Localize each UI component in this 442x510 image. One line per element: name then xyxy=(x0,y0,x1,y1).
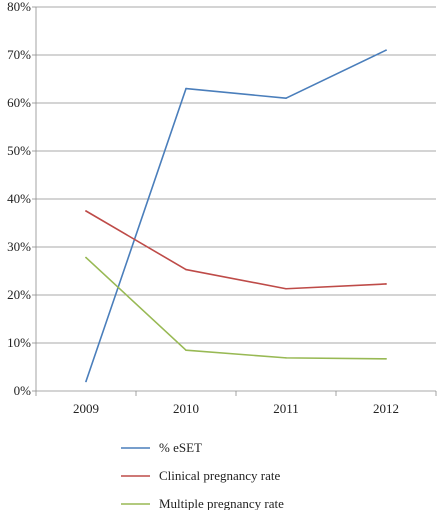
data-point xyxy=(185,87,187,90)
x-tick-label: 2010 xyxy=(173,401,199,416)
data-point xyxy=(85,256,87,259)
series-line-2 xyxy=(85,210,387,290)
series-lines xyxy=(85,49,387,383)
y-tick-label: 20% xyxy=(7,287,31,302)
y-tick-label: 40% xyxy=(7,191,31,206)
x-tick-label: 2011 xyxy=(273,401,299,416)
data-point xyxy=(285,97,287,99)
y-tick-label: 80% xyxy=(7,0,31,14)
series-line-1 xyxy=(85,49,387,383)
x-tick-label: 2009 xyxy=(73,401,99,416)
data-point xyxy=(285,357,287,359)
data-point xyxy=(385,49,387,51)
legend-label: % eSET xyxy=(159,440,202,455)
data-point xyxy=(85,210,87,212)
data-point xyxy=(185,349,187,352)
data-point xyxy=(385,283,387,285)
legend-label: Multiple pregnancy rate xyxy=(159,496,284,510)
axes xyxy=(32,6,437,396)
data-point xyxy=(385,358,387,360)
gridlines xyxy=(36,6,436,344)
data-point xyxy=(185,268,187,271)
data-point xyxy=(85,380,87,383)
y-axis-tick-labels: 0% 10% 20% 30% 40% 50% 60% 70% 80% xyxy=(7,0,31,398)
series-line-3 xyxy=(85,256,387,360)
legend-label: Clinical pregnancy rate xyxy=(159,468,281,483)
data-point xyxy=(285,287,287,290)
y-tick-label: 60% xyxy=(7,95,31,110)
y-tick-label: 0% xyxy=(14,383,32,398)
y-tick-label: 70% xyxy=(7,47,31,62)
y-tick-label: 50% xyxy=(7,143,31,158)
legend: % eSET Clinical pregnancy rate Multiple pr… xyxy=(121,440,284,510)
x-axis-tick-labels: 2009 2010 2011 2012 xyxy=(73,401,399,416)
y-tick-label: 10% xyxy=(7,335,31,350)
y-tick-label: 30% xyxy=(7,239,31,254)
x-tick-label: 2012 xyxy=(373,401,399,416)
